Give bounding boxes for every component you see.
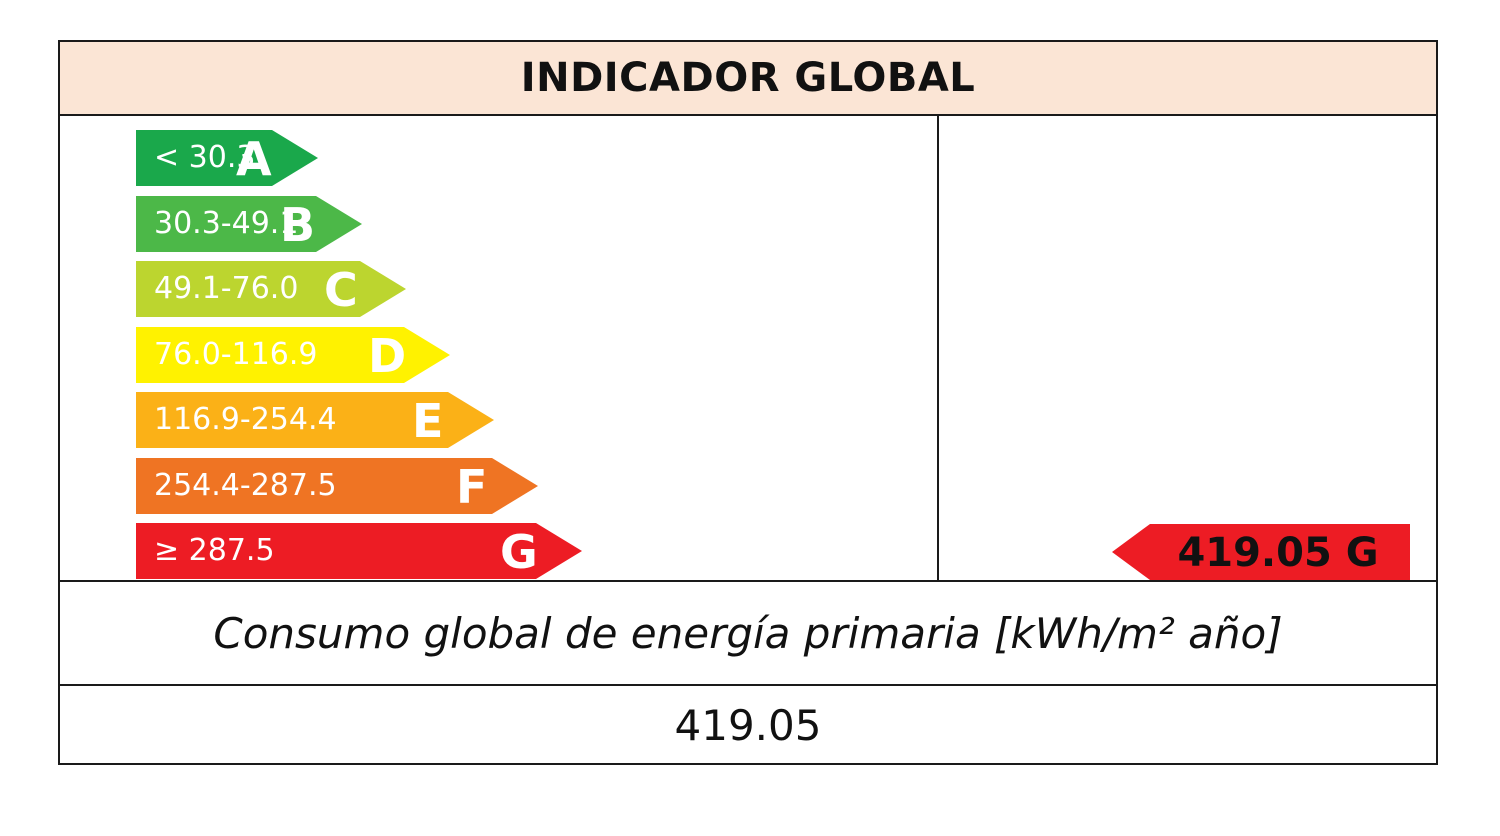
rating-bar-shape — [136, 392, 494, 448]
panel-title: INDICADOR GLOBAL — [520, 55, 976, 101]
consumption-result: 419.05 — [60, 686, 1436, 765]
rating-bar-letter: A — [236, 132, 272, 186]
rating-bar-f: 254.4-287.5 F — [136, 457, 538, 514]
rating-bar-shape — [136, 326, 450, 383]
rating-bar-e: 116.9-254.4 E — [136, 392, 494, 448]
consumption-value: 419.05 — [674, 701, 822, 750]
rating-bar-letter: C — [324, 263, 358, 317]
current-rating-arrow: 419.05 G — [1112, 524, 1410, 580]
rating-bar-range: < 30.3 — [154, 140, 256, 175]
rating-bar-a: < 30.3 A — [136, 130, 318, 186]
consumption-caption: Consumo global de energía primaria [kWh/… — [60, 582, 1436, 684]
rating-bar-range: 76.0-116.9 — [154, 336, 318, 372]
rating-bar-letter: D — [368, 328, 407, 383]
panel-header: INDICADOR GLOBAL — [60, 42, 1436, 116]
current-rating-arrow-shape — [1112, 524, 1410, 580]
rating-bar-b: 30.3-49.1 B — [136, 195, 362, 252]
horizontal-divider — [60, 684, 1436, 686]
rating-bar-c: 49.1-76.0 C — [136, 261, 406, 317]
vertical-divider — [937, 116, 939, 582]
rating-bar-range: ≥ 287.5 — [154, 533, 275, 568]
rating-bar-d: 76.0-116.9 D — [136, 326, 450, 383]
consumption-caption-text: Consumo global de energía primaria [kWh/… — [213, 608, 1283, 658]
rating-bar-letter: G — [500, 525, 538, 579]
rating-bar-g: ≥ 287.5 G — [136, 523, 582, 579]
horizontal-divider — [60, 580, 1436, 582]
rating-bar-range: 30.3-49.1 — [154, 205, 299, 241]
rating-bar-letter: B — [280, 197, 316, 252]
rating-bar-shape — [136, 261, 406, 317]
rating-bar-range: 49.1-76.0 — [154, 271, 299, 306]
rating-bar-shape — [136, 523, 582, 579]
rating-bar-range: 116.9-254.4 — [154, 402, 337, 437]
rating-bar-shape — [136, 195, 362, 252]
rating-bar-shape — [136, 130, 318, 186]
rating-bar-range: 254.4-287.5 — [154, 467, 337, 503]
rating-bar-shape — [136, 457, 538, 514]
current-rating-label: 419.05 G — [1177, 530, 1379, 576]
rating-bar-letter: E — [412, 394, 444, 448]
energy-rating-panel: INDICADOR GLOBAL < 30.3 A 30.3-49.1 B 49.1-7… — [58, 40, 1438, 765]
rating-bar-letter: F — [456, 459, 488, 514]
